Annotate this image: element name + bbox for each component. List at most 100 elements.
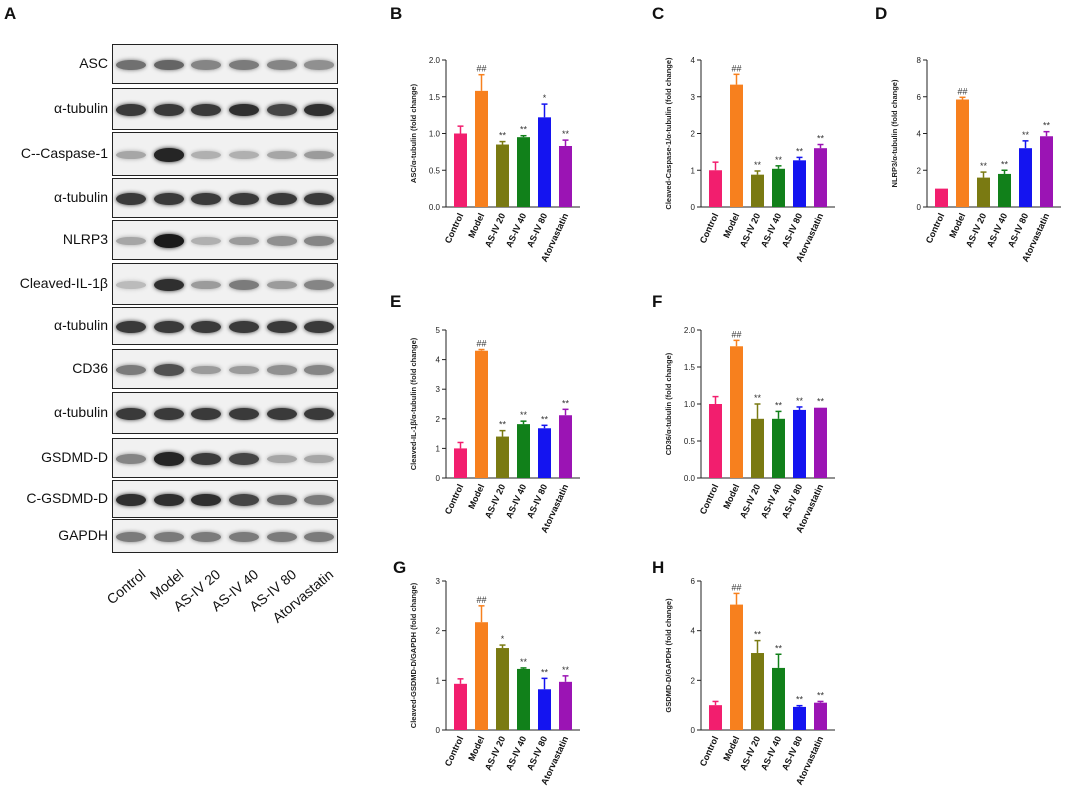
significance-label: ## (476, 595, 486, 605)
y-tick-label: 0.0 (429, 203, 441, 212)
blot-band (191, 280, 221, 290)
blot-band (191, 237, 221, 245)
category-label: Atorvastatin (539, 212, 570, 264)
y-tick-label: 2.0 (684, 326, 696, 335)
category-label: Model (721, 483, 741, 511)
blot-row (112, 44, 338, 84)
category-label: Model (721, 735, 741, 763)
y-axis-label: GSDMD-D/GAPDH (fold change) (664, 598, 673, 713)
category-label: AS-IV 20 (483, 735, 507, 772)
blot-band (154, 364, 184, 376)
y-tick-label: 0.5 (429, 166, 441, 175)
category-label: Atorvastatin (1020, 212, 1051, 264)
blot-band (116, 407, 146, 421)
blot-band (191, 407, 221, 421)
y-tick-label: 1.5 (429, 93, 441, 102)
blot-row (112, 392, 338, 434)
blot-band (267, 60, 297, 70)
bar (956, 99, 969, 207)
blot-band (154, 234, 184, 248)
blot-band (267, 407, 297, 421)
bar (517, 668, 530, 730)
blot-band (116, 192, 146, 206)
blot-band (154, 148, 184, 162)
category-label: AS-IV 80 (525, 735, 549, 772)
blot-row-label: α-tubulin (53, 317, 108, 333)
blot-band (154, 493, 184, 507)
bar (517, 137, 530, 207)
blot-band (267, 365, 297, 375)
blot-band (229, 236, 259, 246)
category-label: Control (698, 735, 721, 768)
blot-band (191, 365, 221, 375)
significance-label: ** (796, 695, 804, 705)
blot-row-label: NLRP3 (62, 231, 108, 247)
bar (475, 350, 488, 478)
significance-label: ** (817, 690, 825, 700)
blot-row (112, 220, 338, 260)
bar (538, 689, 551, 730)
category-label: Control (698, 212, 721, 245)
blot-band (116, 320, 146, 334)
category-label: AS-IV 40 (759, 212, 783, 249)
significance-label: ** (817, 134, 825, 144)
significance-label: ** (796, 146, 804, 156)
blot-band (229, 494, 259, 506)
category-label: AS-IV 80 (780, 735, 804, 772)
y-axis-label: Cleaved-IL-1β/α-tubulin (fold change) (409, 337, 418, 470)
blot-band (191, 103, 221, 117)
category-label: Model (466, 212, 486, 240)
y-tick-label: 0 (436, 726, 441, 735)
bar (814, 407, 827, 478)
y-tick-label: 2 (917, 166, 922, 175)
bar (475, 90, 488, 207)
blot-band (304, 365, 334, 375)
blot-band (191, 320, 221, 334)
significance-label: ## (731, 63, 741, 73)
category-label: Atorvastatin (794, 212, 825, 264)
y-axis-label: NLRP3/α-tubulin (fold change) (890, 79, 899, 187)
bar (454, 448, 467, 478)
blot-row-label: α-tubulin (53, 189, 108, 205)
significance-label: ** (520, 657, 528, 667)
bar (793, 160, 806, 207)
category-label: AS-IV 40 (759, 483, 783, 520)
significance-label: ** (499, 420, 507, 430)
y-tick-label: 0 (436, 474, 441, 483)
bar (709, 404, 722, 478)
category-label: Control (924, 212, 947, 245)
category-label: Control (443, 483, 466, 516)
y-tick-label: 4 (691, 627, 696, 636)
bar (751, 174, 764, 207)
category-label: AS-IV 40 (504, 483, 528, 520)
blot-band (267, 236, 297, 246)
panel-label-h: H (652, 558, 665, 577)
blot-band (267, 280, 297, 290)
significance-label: ## (957, 86, 967, 96)
y-axis-label: Cleaved-Caspase-1/α-tubulin (fold change… (664, 57, 673, 210)
significance-label: ## (731, 582, 741, 592)
significance-label: ** (499, 131, 507, 141)
category-label: AS-IV 80 (780, 483, 804, 520)
blot-band (304, 103, 334, 117)
y-tick-label: 1 (436, 444, 441, 453)
bar (998, 173, 1011, 207)
blot-band (229, 60, 259, 70)
significance-label: ** (775, 400, 783, 410)
y-tick-label: 4 (917, 130, 922, 139)
bar (1019, 148, 1032, 207)
bar (730, 604, 743, 730)
bar (793, 409, 806, 478)
significance-label: ## (476, 339, 486, 349)
y-tick-label: 4 (691, 56, 696, 65)
category-label: Control (443, 212, 466, 245)
y-tick-label: 5 (436, 326, 441, 335)
category-label: Model (466, 735, 486, 763)
y-tick-label: 0 (917, 203, 922, 212)
bar (751, 418, 764, 478)
bar (496, 436, 509, 478)
bar (772, 168, 785, 207)
significance-label: ** (775, 643, 783, 653)
blot-band (191, 532, 221, 542)
significance-label: ** (520, 125, 528, 135)
